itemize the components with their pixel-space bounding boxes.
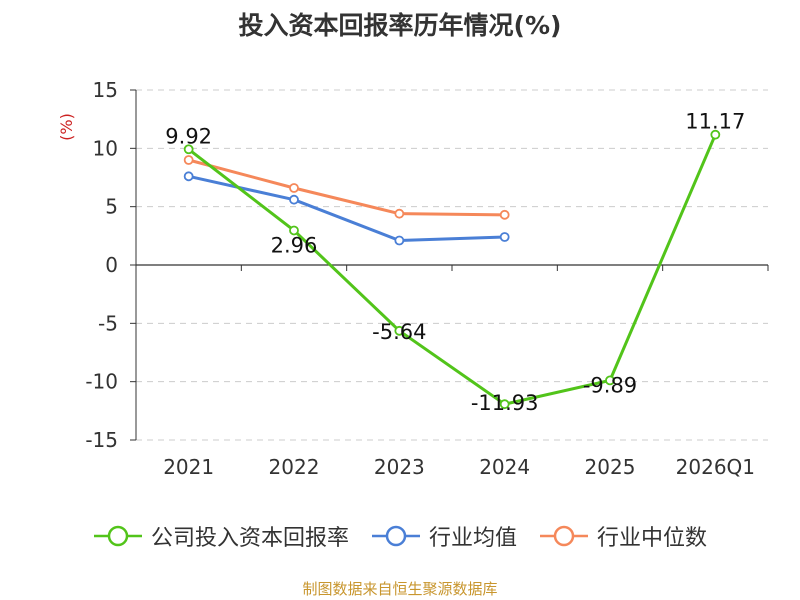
y-tick-label: -15 xyxy=(85,428,118,452)
legend: 公司投入资本回报率 行业均值 行业中位数 xyxy=(0,518,800,554)
legend-swatch-icon xyxy=(371,525,420,547)
y-tick-label: 0 xyxy=(105,253,118,277)
data-point xyxy=(289,183,299,193)
data-point xyxy=(605,375,615,386)
y-axis-label: (%) xyxy=(57,113,76,141)
legend-swatch-icon xyxy=(93,525,142,547)
series-line xyxy=(188,158,505,217)
x-tick-label: 2025 xyxy=(585,455,636,479)
x-tick-label: 2024 xyxy=(479,455,530,479)
data-point xyxy=(394,208,405,219)
legend-item[interactable]: 公司投入资本回报率 xyxy=(93,520,349,552)
data-point xyxy=(499,209,510,220)
series-line xyxy=(187,134,717,406)
data-point xyxy=(289,194,299,205)
data-label: -11.93 xyxy=(471,391,539,415)
legend-label: 行业中位数 xyxy=(597,526,708,551)
data-point xyxy=(289,225,299,236)
legend-item[interactable]: 行业均值 xyxy=(371,520,517,552)
x-tick-label: 2021 xyxy=(163,455,214,479)
source-note: 制图数据来自恒生聚源数据库 xyxy=(302,580,498,598)
y-tick-label: 15 xyxy=(93,78,118,102)
legend-label: 行业均值 xyxy=(428,526,517,551)
data-point xyxy=(710,129,721,140)
y-tick-label: -10 xyxy=(85,370,118,394)
y-tick-label: 5 xyxy=(105,195,118,219)
legend-swatch-icon xyxy=(540,525,588,547)
data-point xyxy=(394,325,405,336)
data-point xyxy=(499,399,510,410)
x-tick-label: 2026Q1 xyxy=(676,455,755,479)
x-tick-label: 2023 xyxy=(374,455,425,479)
data-label: -5.64 xyxy=(372,320,426,344)
x-tick-label: 2022 xyxy=(269,455,320,479)
data-point xyxy=(183,171,194,182)
data-point xyxy=(499,232,510,242)
data-point xyxy=(183,144,194,155)
data-label: -9.89 xyxy=(583,373,637,397)
chart-title: 投入资本回报率历年情况(%) xyxy=(238,11,562,40)
data-point xyxy=(183,155,194,165)
data-label: 9.92 xyxy=(165,124,212,148)
y-tick-label: 10 xyxy=(93,136,118,160)
legend-label: 公司投入资本回报率 xyxy=(150,526,349,551)
legend-item[interactable]: 行业中位数 xyxy=(539,520,707,552)
data-point xyxy=(394,235,405,246)
y-tick-label: -5 xyxy=(98,311,118,335)
data-label: 11.17 xyxy=(685,110,745,134)
data-label: 2.96 xyxy=(271,233,318,257)
